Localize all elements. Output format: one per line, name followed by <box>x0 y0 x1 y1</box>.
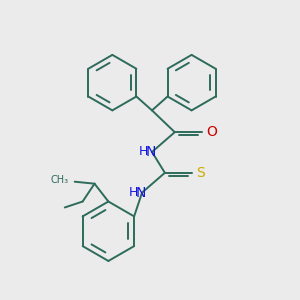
Text: CH₃: CH₃ <box>51 175 69 185</box>
Text: H: H <box>128 186 138 199</box>
Text: H: H <box>138 146 148 158</box>
Text: N: N <box>146 145 156 159</box>
Text: O: O <box>206 125 217 139</box>
Text: N: N <box>136 186 146 200</box>
Text: S: S <box>196 166 205 180</box>
